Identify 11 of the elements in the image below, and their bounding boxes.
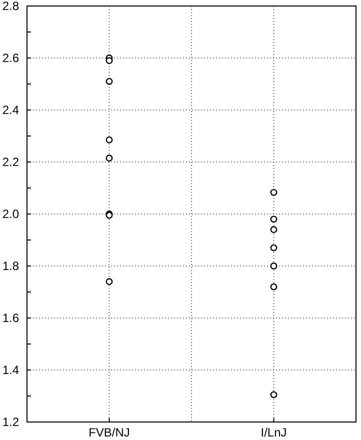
x-tick-label: FVB/NJ bbox=[88, 426, 130, 440]
y-tick-label: 2.4 bbox=[2, 102, 20, 117]
y-tick-label: 1.4 bbox=[2, 362, 20, 377]
y-tick-label: 1.2 bbox=[2, 414, 20, 429]
x-tick-label: I/LnJ bbox=[260, 426, 287, 440]
y-tick-label: 2.8 bbox=[2, 0, 20, 13]
y-tick-label: 1.6 bbox=[2, 310, 20, 325]
y-tick-label: 1.8 bbox=[2, 258, 20, 273]
y-tick-label: 2.0 bbox=[2, 206, 20, 221]
y-tick-label: 2.2 bbox=[2, 154, 20, 169]
y-tick-label: 2.6 bbox=[2, 50, 20, 65]
